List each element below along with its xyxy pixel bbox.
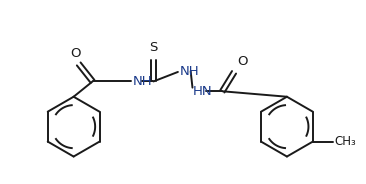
Text: S: S bbox=[149, 41, 158, 54]
Text: NH: NH bbox=[180, 65, 199, 78]
Text: O: O bbox=[237, 55, 247, 68]
Text: CH₃: CH₃ bbox=[334, 135, 356, 148]
Text: NH: NH bbox=[132, 75, 152, 88]
Text: HN: HN bbox=[193, 85, 212, 98]
Text: O: O bbox=[71, 47, 81, 60]
